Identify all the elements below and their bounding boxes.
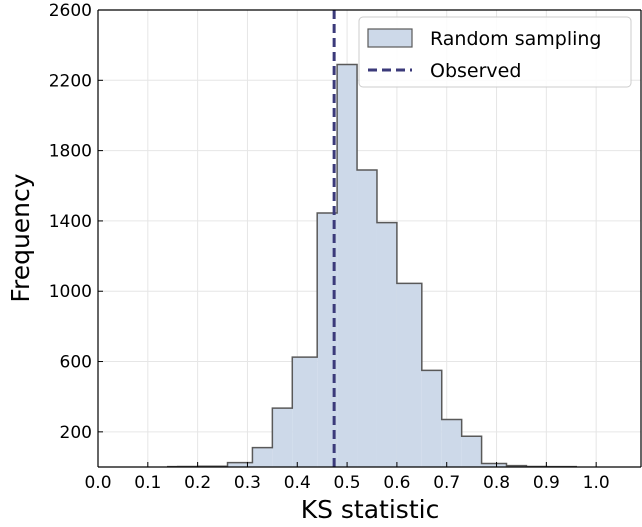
histogram-bars bbox=[166, 63, 577, 468]
x-tick-label: 0.2 bbox=[184, 473, 211, 493]
x-tick-label: 0.0 bbox=[84, 473, 111, 493]
x-tick-label: 0.5 bbox=[334, 473, 361, 493]
histogram-bar-8 bbox=[337, 64, 358, 467]
y-tick-label: 1000 bbox=[49, 282, 92, 302]
x-tick-label: 0.6 bbox=[383, 473, 410, 493]
histogram-bar-7 bbox=[317, 213, 338, 467]
y-axis-label: Frequency bbox=[6, 173, 35, 302]
histogram-bar-6 bbox=[292, 357, 318, 467]
plot-frame bbox=[97, 9, 642, 468]
x-tick-label: 0.8 bbox=[483, 473, 510, 493]
histogram-bar-14 bbox=[461, 436, 482, 467]
legend-swatch-random-sampling bbox=[367, 28, 413, 48]
legend-box bbox=[358, 16, 632, 88]
x-tick-label: 1.0 bbox=[583, 473, 610, 493]
y-tick-label: 200 bbox=[60, 423, 92, 443]
y-tick-label: 1400 bbox=[49, 212, 92, 232]
histogram-bar-3 bbox=[227, 462, 253, 467]
legend: Random sampling Observed bbox=[358, 16, 632, 88]
y-tick-label: 2200 bbox=[49, 71, 92, 91]
x-tick-label: 0.1 bbox=[134, 473, 161, 493]
y-tick-label: 2600 bbox=[49, 1, 92, 21]
histogram-outline bbox=[166, 63, 577, 468]
x-tick-label: 0.9 bbox=[533, 473, 560, 493]
histogram-bar-4 bbox=[252, 447, 273, 467]
legend-label-random-sampling: Random sampling bbox=[430, 28, 601, 50]
y-tick-label: 600 bbox=[60, 353, 92, 373]
histogram-bar-12 bbox=[421, 370, 442, 467]
histogram-bar-9 bbox=[357, 169, 377, 467]
histogram-bar-11 bbox=[396, 283, 422, 467]
histogram-bar-5 bbox=[272, 408, 293, 467]
histogram-bar-10 bbox=[376, 222, 397, 467]
x-tick-label: 0.3 bbox=[234, 473, 261, 493]
x-axis-ticks: 0.0 0.1 0.2 0.3 0.4 0.5 0.6 0.7 0.8 0.9 1.0 bbox=[84, 462, 610, 493]
histogram-bar-13 bbox=[441, 419, 462, 467]
y-axis-ticks: 200 600 1000 1400 1800 2200 2600 bbox=[49, 1, 103, 443]
y-tick-label: 1800 bbox=[49, 142, 92, 162]
x-tick-label: 0.4 bbox=[284, 473, 311, 493]
legend-label-observed: Observed bbox=[430, 60, 521, 82]
x-axis-label: KS statistic bbox=[301, 495, 440, 524]
x-tick-label: 0.7 bbox=[433, 473, 460, 493]
histogram-bar-15 bbox=[481, 463, 507, 467]
